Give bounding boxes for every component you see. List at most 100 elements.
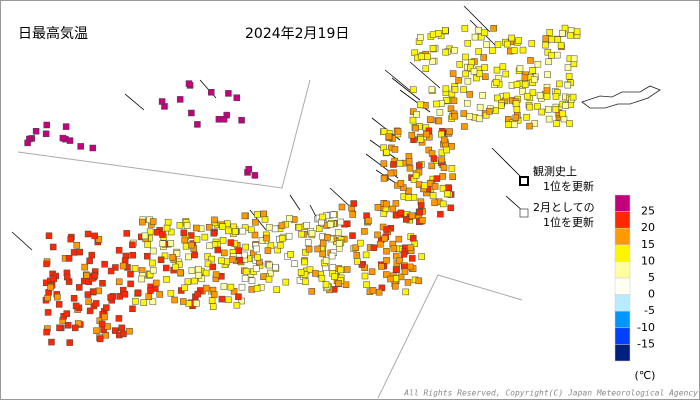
station [442, 27, 449, 34]
station [548, 35, 555, 43]
station [149, 298, 157, 306]
station [239, 227, 247, 235]
station [503, 40, 511, 48]
station [342, 281, 350, 288]
station [363, 281, 370, 288]
station [387, 169, 395, 177]
station [181, 236, 188, 244]
station [383, 247, 390, 255]
station [431, 183, 439, 190]
station [461, 25, 469, 32]
station [172, 263, 179, 271]
station [565, 72, 573, 80]
station [473, 74, 480, 82]
station [129, 251, 136, 259]
station [464, 99, 471, 107]
station [104, 323, 111, 330]
station [483, 41, 490, 48]
station [159, 231, 166, 238]
station [195, 271, 203, 279]
station [390, 161, 397, 168]
station [481, 29, 488, 36]
station [238, 297, 245, 305]
station [349, 211, 356, 218]
station [144, 241, 151, 248]
station [480, 54, 487, 61]
station [206, 223, 213, 231]
station [329, 264, 337, 271]
station [528, 40, 536, 47]
station [538, 108, 546, 116]
station [476, 115, 483, 123]
station [63, 310, 71, 317]
station [261, 216, 269, 223]
station [464, 40, 472, 47]
station [194, 290, 202, 298]
record-label: 1位を更新 [543, 179, 594, 193]
station [149, 266, 157, 274]
station [242, 243, 249, 251]
station [235, 247, 243, 254]
legend-swatch [614, 310, 631, 329]
station [134, 289, 142, 296]
station [308, 230, 316, 237]
station [242, 268, 250, 275]
station [410, 86, 417, 93]
station [381, 235, 389, 242]
station [241, 212, 249, 220]
station [390, 245, 398, 252]
station [86, 307, 94, 315]
station [43, 260, 50, 268]
station [132, 298, 139, 305]
station [451, 47, 458, 54]
station [241, 251, 248, 259]
station [83, 272, 90, 279]
station [428, 162, 436, 170]
station [153, 229, 161, 236]
legend-swatch [614, 194, 631, 212]
station [126, 327, 133, 335]
station [64, 273, 71, 281]
station [287, 251, 294, 258]
station [107, 294, 114, 301]
station [412, 124, 419, 132]
station [536, 92, 544, 99]
station [211, 216, 218, 224]
station [45, 232, 53, 239]
station [557, 42, 565, 49]
station [475, 26, 482, 34]
station [431, 199, 438, 207]
station [442, 85, 450, 93]
station [416, 208, 424, 216]
station [322, 281, 330, 288]
station [394, 128, 402, 135]
station [67, 235, 74, 243]
station [546, 29, 554, 36]
station [510, 121, 518, 128]
station [225, 227, 232, 235]
station [352, 244, 360, 251]
station [158, 98, 166, 105]
station [72, 302, 80, 310]
station [252, 265, 260, 272]
station [314, 245, 321, 253]
station [248, 226, 255, 234]
station [440, 164, 448, 172]
station [396, 160, 404, 167]
station [418, 253, 425, 260]
station [481, 64, 488, 71]
station [375, 288, 383, 296]
station [383, 271, 390, 278]
station [208, 89, 215, 96]
station [185, 253, 192, 261]
station [412, 172, 420, 179]
station [513, 106, 521, 113]
station [534, 103, 541, 110]
legend-swatch [614, 211, 631, 229]
station [272, 263, 279, 271]
station [115, 315, 123, 322]
station [529, 89, 537, 96]
station [43, 328, 50, 336]
station [513, 81, 521, 88]
station [183, 222, 191, 229]
